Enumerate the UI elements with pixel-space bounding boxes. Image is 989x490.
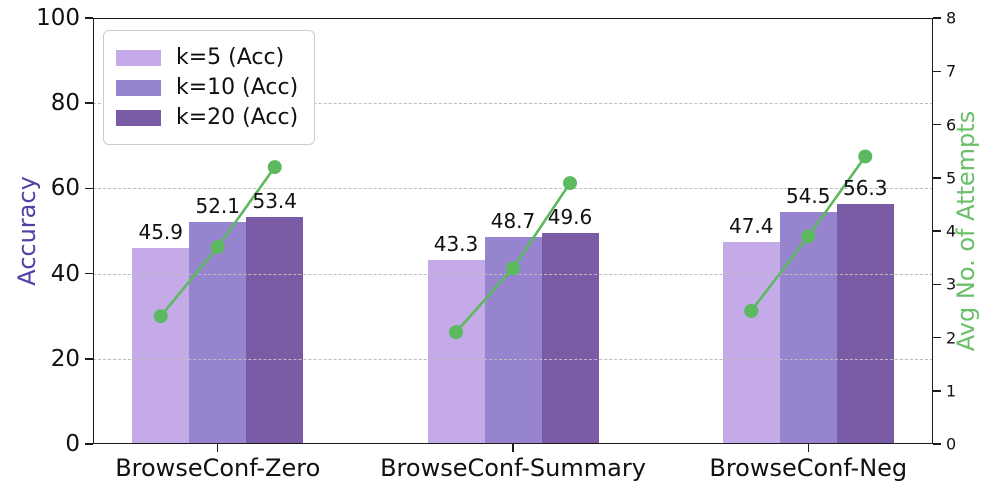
- bar-BrowseConf-Neg-k=5 (Acc): [722, 242, 780, 444]
- right-tick-mark-7: [933, 70, 941, 72]
- left-tick-mark-20: [85, 358, 93, 360]
- right-tick-label-5: 5: [946, 168, 957, 188]
- legend-item-0: k=5 (Acc): [116, 45, 298, 70]
- bar-value-label: 53.4: [252, 188, 297, 213]
- x-tick-mark-1: [512, 444, 514, 452]
- legend-swatch-icon: [116, 49, 161, 66]
- left-tick-label-60: 60: [50, 175, 80, 202]
- category-label-0: BrowseConf-Zero: [115, 454, 321, 482]
- right-tick-mark-2: [933, 336, 941, 339]
- category-label-2: BrowseConf-Neg: [709, 454, 908, 482]
- right-tick-mark-8: [933, 17, 941, 19]
- x-tick-mark-0: [216, 444, 219, 452]
- left-tick-mark-60: [85, 187, 93, 190]
- bar-BrowseConf-Neg-k=10 (Acc): [779, 211, 837, 444]
- bar-BrowseConf-Summary-k=20 (Acc): [541, 232, 599, 444]
- right-tick-label-7: 7: [946, 61, 957, 81]
- right-tick-label-6: 6: [946, 115, 957, 134]
- left-tick-label-40: 40: [50, 260, 80, 287]
- left-tick-mark-80: [85, 102, 93, 104]
- legend-label: k=5 (Acc): [176, 45, 285, 70]
- right-tick-mark-0: [933, 443, 941, 445]
- legend: k=5 (Acc) k=10 (Acc) k=20 (Acc): [103, 30, 316, 145]
- x-tick-mark-2: [807, 444, 809, 452]
- gridline-80: [93, 103, 933, 105]
- left-tick-mark-0: [85, 443, 93, 445]
- right-tick-label-8: 8: [946, 8, 957, 28]
- bar-value-label: 49.6: [547, 204, 593, 229]
- legend-label: k=10 (Acc): [176, 75, 299, 100]
- bar-BrowseConf-Summary-k=10 (Acc): [484, 236, 542, 444]
- right-tick-label-4: 4: [946, 221, 957, 241]
- category-label-1: BrowseConf-Summary: [380, 454, 646, 482]
- bar-value-label: 43.3: [433, 231, 479, 256]
- bar-BrowseConf-Summary-k=5 (Acc): [427, 259, 485, 444]
- left-tick-label-100: 100: [36, 5, 80, 31]
- right-axis-title: Avg No. of Attempts: [952, 110, 980, 352]
- legend-swatch-icon: [116, 109, 161, 126]
- bar-BrowseConf-Zero-k=5 (Acc): [132, 248, 190, 444]
- gridline-40: [93, 273, 933, 275]
- data-point-dot-2-2: [858, 149, 873, 164]
- left-axis-title: Accuracy: [13, 176, 41, 286]
- right-tick-label-1: 1: [946, 381, 957, 401]
- right-tick-label-0: 0: [946, 434, 957, 454]
- right-tick-mark-5: [933, 177, 941, 179]
- left-tick-label-20: 20: [50, 345, 80, 372]
- right-tick-mark-3: [933, 283, 941, 285]
- left-tick-mark-100: [85, 17, 93, 19]
- bar-value-label: 45.9: [138, 220, 183, 245]
- right-tick-label-3: 3: [946, 274, 957, 294]
- data-point-dot-0-2: [267, 160, 282, 175]
- legend-label: k=20 (Acc): [176, 105, 299, 130]
- right-tick-mark-1: [933, 390, 941, 392]
- bar-value-label: 47.4: [728, 214, 774, 239]
- left-tick-label-0: 0: [65, 431, 80, 457]
- bar-BrowseConf-Neg-k=20 (Acc): [836, 204, 894, 444]
- right-tick-mark-6: [933, 123, 941, 126]
- legend-swatch-icon: [116, 79, 161, 96]
- right-tick-label-2: 2: [946, 328, 957, 347]
- legend-item-1: k=10 (Acc): [116, 75, 298, 100]
- bar-BrowseConf-Zero-k=20 (Acc): [246, 216, 304, 444]
- right-tick-mark-4: [933, 230, 941, 232]
- bar-value-label: 56.3: [842, 176, 888, 201]
- legend-item-2: k=20 (Acc): [116, 105, 298, 130]
- left-tick-mark-40: [85, 272, 93, 275]
- gridline-20: [93, 358, 933, 360]
- left-tick-label-80: 80: [50, 90, 80, 117]
- bar-BrowseConf-Zero-k=10 (Acc): [189, 222, 247, 444]
